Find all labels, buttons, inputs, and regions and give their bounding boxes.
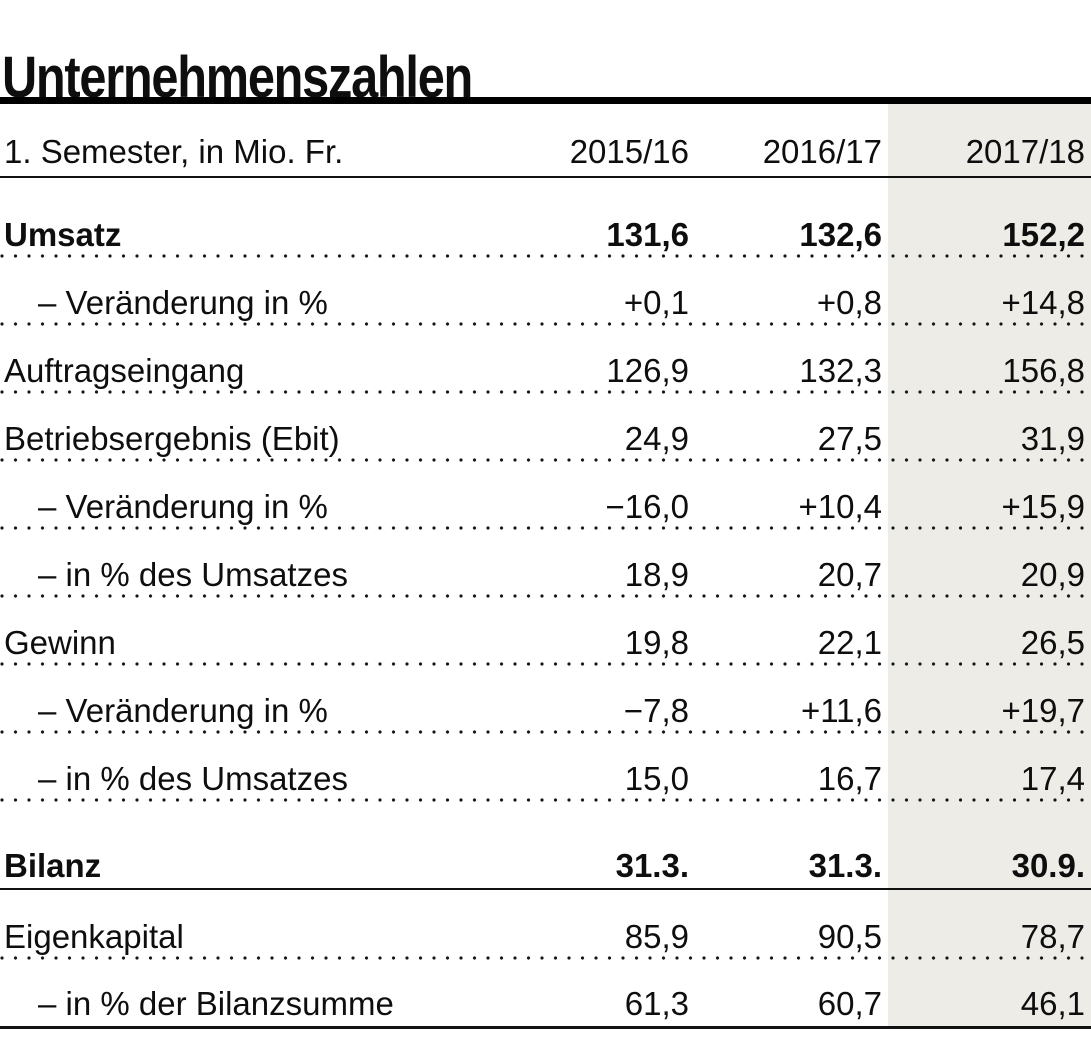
row-value-2015-16: 31.3.	[615, 847, 689, 884]
table-row: – in % des Umsatzes 15,0 16,7 17,4	[0, 732, 1091, 802]
row-value-2017-18: 30.9.	[1011, 847, 1085, 884]
row-label: Auftragseingang	[4, 352, 245, 389]
row-label: Betriebsergebnis (Ebit)	[4, 420, 340, 457]
unit-label: 1. Semester, in Mio. Fr.	[4, 133, 344, 170]
row-value-2017-18: 78,7	[1020, 918, 1085, 955]
row-label: – in % der Bilanzsumme	[38, 985, 394, 1022]
row-value-2016-17: +11,6	[800, 692, 882, 729]
title-rule	[0, 97, 1091, 104]
row-value-2015-16: +0,1	[623, 284, 689, 321]
financial-table: 1. Semester, in Mio. Fr. 2015/16 2016/17…	[0, 104, 1091, 1029]
highlight-column-band	[888, 104, 1091, 1029]
table-row: – in % des Umsatzes 18,9 20,7 20,9	[0, 528, 1091, 598]
row-value-2017-18: 156,8	[1002, 352, 1085, 389]
row-label: Eigenkapital	[4, 918, 184, 955]
row-value-2015-16: −16,0	[605, 488, 690, 525]
row-label: – Veränderung in %	[38, 692, 328, 729]
row-value-2017-18: 26,5	[1020, 624, 1085, 661]
row-value-2016-17: 31.3.	[808, 847, 882, 884]
row-value-2015-16: 61,3	[624, 985, 689, 1022]
row-value-2015-16: 85,9	[624, 918, 689, 955]
row-value-2017-18: +15,9	[1001, 488, 1086, 525]
row-value-2016-17: 16,7	[817, 760, 882, 797]
row-value-2017-18: 46,1	[1020, 985, 1085, 1022]
table-row: Auftragseingang 126,9 132,3 156,8	[0, 324, 1091, 394]
table-row: Eigenkapital 85,9 90,5 78,7	[0, 890, 1091, 960]
row-value-2017-18: 17,4	[1020, 760, 1085, 797]
table-row: Umsatz 131,6 132,6 152,2	[0, 178, 1091, 258]
column-header-2016-17: 2016/17	[762, 133, 882, 170]
row-label: Gewinn	[4, 624, 116, 661]
row-value-2015-16: 24,9	[624, 420, 689, 457]
row-value-2015-16: 131,6	[606, 216, 689, 253]
row-label: Bilanz	[4, 847, 102, 884]
row-value-2016-17: +10,4	[798, 488, 883, 525]
row-value-2016-17: 27,5	[817, 420, 882, 457]
table-row: – Veränderung in % +0,1 +0,8 +14,8	[0, 256, 1091, 326]
row-value-2015-16: −7,8	[623, 692, 689, 729]
row-label: – in % des Umsatzes	[38, 556, 348, 593]
row-value-2015-16: 18,9	[624, 556, 689, 593]
row-value-2017-18: 152,2	[1002, 216, 1085, 253]
row-value-2016-17: 90,5	[817, 918, 882, 955]
row-value-2017-18: 20,9	[1020, 556, 1085, 593]
row-value-2017-18: 31,9	[1020, 420, 1085, 457]
row-value-2016-17: 22,1	[817, 624, 882, 661]
table-row: – in % der Bilanzsumme 61,3 60,7 46,1	[0, 958, 1091, 1029]
row-value-2015-16: 126,9	[606, 352, 689, 389]
row-value-2017-18: +14,8	[1001, 284, 1086, 321]
row-value-2016-17: 132,6	[799, 216, 882, 253]
row-label: – Veränderung in %	[38, 284, 328, 321]
row-value-2016-17: 132,3	[799, 352, 882, 389]
table-row: Betriebsergebnis (Ebit) 24,9 27,5 31,9	[0, 392, 1091, 462]
table-row: Gewinn 19,8 22,1 26,5	[0, 596, 1091, 666]
row-value-2016-17: 60,7	[817, 985, 882, 1022]
row-value-2015-16: 15,0	[624, 760, 689, 797]
row-value-2017-18: +19,7	[1001, 692, 1086, 729]
table-row: Bilanz 31.3. 31.3. 30.9.	[0, 800, 1091, 890]
column-header-2017-18: 2017/18	[965, 133, 1085, 170]
row-label: – in % des Umsatzes	[38, 760, 348, 797]
row-value-2016-17: +0,8	[816, 284, 882, 321]
table-header-row: 1. Semester, in Mio. Fr. 2015/16 2016/17…	[0, 104, 1091, 178]
row-value-2016-17: 20,7	[817, 556, 882, 593]
table-body: Umsatz 131,6 132,6 152,2 – Veränderung i…	[0, 178, 1091, 1029]
table-row: – Veränderung in % −7,8 +11,6 +19,7	[0, 664, 1091, 734]
row-label: Umsatz	[4, 216, 122, 253]
row-label: – Veränderung in %	[38, 488, 328, 525]
column-header-2015-16: 2015/16	[569, 133, 689, 170]
row-value-2015-16: 19,8	[624, 624, 689, 661]
table-row: – Veränderung in % −16,0 +10,4 +15,9	[0, 460, 1091, 530]
